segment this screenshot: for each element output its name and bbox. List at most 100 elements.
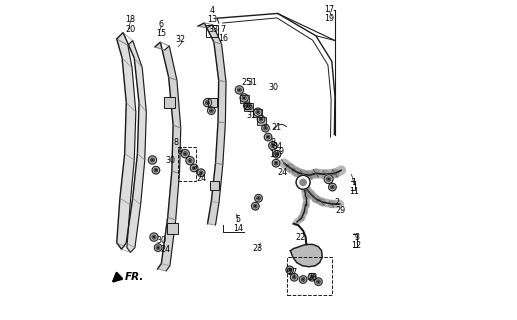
Text: 13: 13 xyxy=(207,15,217,24)
Text: 22: 22 xyxy=(295,233,306,242)
Circle shape xyxy=(255,195,262,202)
Text: 18: 18 xyxy=(126,15,135,24)
Text: 1: 1 xyxy=(352,179,357,188)
Text: 23: 23 xyxy=(253,244,263,253)
Bar xyxy=(210,181,219,190)
Text: 7: 7 xyxy=(220,25,225,34)
Circle shape xyxy=(286,266,294,274)
Text: 25: 25 xyxy=(241,78,251,87)
Circle shape xyxy=(276,163,277,164)
Circle shape xyxy=(203,99,211,107)
Circle shape xyxy=(264,133,272,141)
Circle shape xyxy=(181,149,189,158)
Polygon shape xyxy=(198,23,226,225)
Text: 33: 33 xyxy=(208,25,218,34)
Text: 4: 4 xyxy=(210,6,215,15)
Circle shape xyxy=(154,236,155,238)
Circle shape xyxy=(207,102,208,103)
Text: 32: 32 xyxy=(175,35,186,44)
Bar xyxy=(253,109,262,117)
Bar xyxy=(167,223,178,234)
Circle shape xyxy=(189,160,191,161)
Circle shape xyxy=(239,89,240,91)
Bar xyxy=(206,25,218,37)
Circle shape xyxy=(296,175,310,189)
Text: 10: 10 xyxy=(269,150,279,159)
Bar xyxy=(257,117,266,125)
Circle shape xyxy=(193,167,195,169)
Circle shape xyxy=(158,247,159,248)
Text: 26: 26 xyxy=(243,103,253,112)
Circle shape xyxy=(244,102,251,110)
Circle shape xyxy=(152,159,153,161)
Circle shape xyxy=(148,156,157,164)
Circle shape xyxy=(289,269,291,270)
Polygon shape xyxy=(155,42,181,271)
Circle shape xyxy=(299,276,307,283)
Circle shape xyxy=(150,233,158,241)
Text: 5: 5 xyxy=(235,215,240,224)
Circle shape xyxy=(262,124,269,132)
Bar xyxy=(240,95,249,103)
Text: 17: 17 xyxy=(324,5,334,14)
Text: FR.: FR. xyxy=(125,272,144,282)
Text: 9: 9 xyxy=(279,147,284,156)
Circle shape xyxy=(300,179,306,186)
Text: 3: 3 xyxy=(354,233,359,242)
Circle shape xyxy=(273,150,281,158)
Circle shape xyxy=(329,183,336,191)
Circle shape xyxy=(186,156,194,165)
Circle shape xyxy=(297,177,309,188)
Text: 30: 30 xyxy=(166,156,176,165)
Text: 30: 30 xyxy=(269,83,279,92)
Bar xyxy=(287,257,332,295)
Text: 31: 31 xyxy=(247,111,256,120)
Bar xyxy=(163,97,175,108)
Circle shape xyxy=(244,97,245,99)
Text: 14: 14 xyxy=(233,224,243,233)
Circle shape xyxy=(318,281,319,282)
Circle shape xyxy=(185,153,186,154)
Text: 9: 9 xyxy=(178,147,183,156)
Bar xyxy=(178,147,196,181)
Text: 24: 24 xyxy=(277,168,287,177)
Text: 29: 29 xyxy=(336,206,346,215)
Text: 28: 28 xyxy=(308,273,318,282)
Circle shape xyxy=(201,172,202,173)
Circle shape xyxy=(254,108,262,116)
Circle shape xyxy=(155,170,157,171)
Text: 19: 19 xyxy=(324,14,334,23)
Circle shape xyxy=(251,202,259,210)
Polygon shape xyxy=(291,244,322,267)
Text: 8: 8 xyxy=(174,138,179,147)
Circle shape xyxy=(308,273,316,281)
Text: 16: 16 xyxy=(219,34,229,43)
Circle shape xyxy=(314,278,322,285)
Circle shape xyxy=(211,110,212,111)
Text: 6: 6 xyxy=(159,20,164,29)
Circle shape xyxy=(190,164,198,172)
Circle shape xyxy=(272,145,273,146)
Text: 31: 31 xyxy=(247,78,257,87)
Circle shape xyxy=(207,107,215,115)
Circle shape xyxy=(269,141,277,150)
Text: 8: 8 xyxy=(270,138,276,147)
Circle shape xyxy=(240,94,248,102)
Circle shape xyxy=(328,179,329,180)
Text: 24: 24 xyxy=(196,174,206,183)
Text: 15: 15 xyxy=(156,29,166,38)
Text: 24: 24 xyxy=(160,245,171,254)
Text: 34: 34 xyxy=(272,142,283,151)
Circle shape xyxy=(154,244,162,252)
Circle shape xyxy=(247,105,248,107)
Circle shape xyxy=(302,279,303,280)
Circle shape xyxy=(311,277,313,278)
Circle shape xyxy=(277,154,278,155)
Bar xyxy=(208,98,218,108)
Bar xyxy=(244,103,253,111)
Circle shape xyxy=(235,86,244,94)
Text: 20: 20 xyxy=(125,25,135,34)
Text: 11: 11 xyxy=(349,187,359,196)
Text: 27: 27 xyxy=(288,268,298,277)
Circle shape xyxy=(152,166,160,174)
